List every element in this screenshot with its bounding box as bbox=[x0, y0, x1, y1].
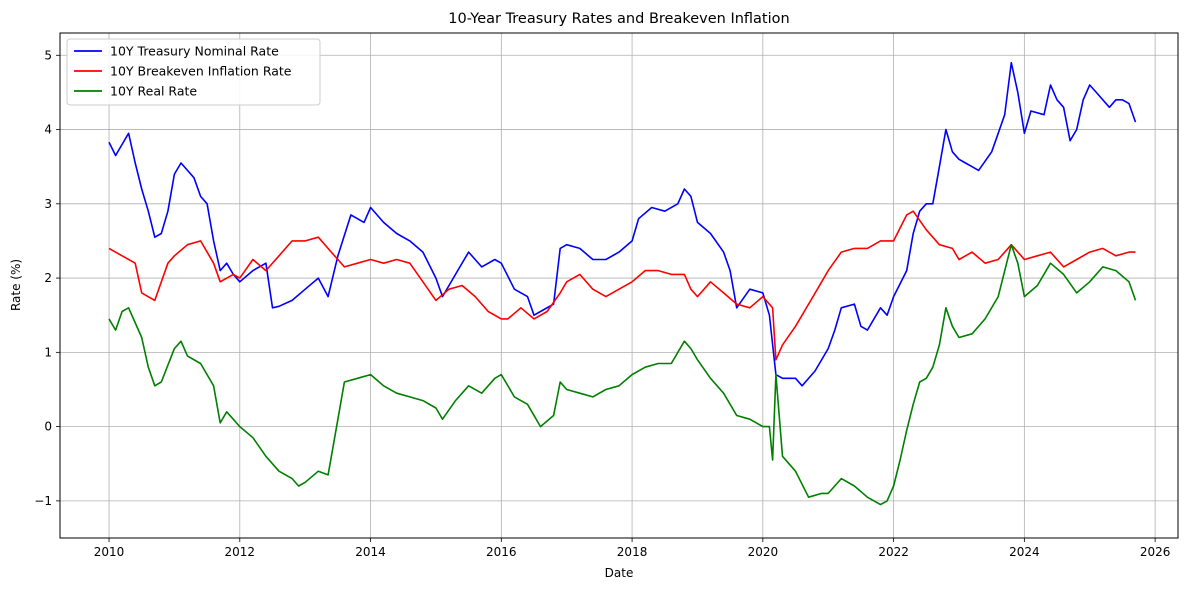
x-tick-label: 2026 bbox=[1140, 545, 1171, 559]
series-line-2 bbox=[108, 243, 1137, 506]
x-tick-label: 2010 bbox=[94, 545, 125, 559]
legend-label-0: 10Y Treasury Nominal Rate bbox=[110, 44, 279, 59]
x-tick-label: 2024 bbox=[1009, 545, 1040, 559]
legend: 10Y Treasury Nominal Rate 10Y Breakeven I… bbox=[66, 38, 321, 106]
series-line-0 bbox=[108, 61, 1137, 387]
y-tick-label: 3 bbox=[44, 197, 52, 211]
legend-label-1: 10Y Breakeven Inflation Rate bbox=[110, 64, 292, 79]
y-axis-title: Rate (%) bbox=[9, 259, 23, 311]
x-tick-label: 2012 bbox=[225, 545, 256, 559]
plot-frame bbox=[59, 32, 1179, 539]
x-axis-title: Date bbox=[605, 566, 634, 580]
legend-box bbox=[66, 38, 321, 106]
x-axis-ticks: 2010 2012 2014 2016 2018 2020 2022 2024 2026 bbox=[94, 538, 1171, 559]
x-tick-label: 2016 bbox=[486, 545, 517, 559]
chart-title: 10-Year Treasury Rates and Breakeven Inf… bbox=[448, 11, 789, 27]
x-tick-label: 2014 bbox=[355, 545, 386, 559]
y-axis-ticks: −1 0 1 2 3 4 5 bbox=[34, 48, 60, 508]
y-tick-label: 0 bbox=[44, 420, 52, 434]
grid-lines bbox=[60, 33, 1178, 538]
series-line-1 bbox=[108, 210, 1136, 361]
x-tick-label: 2020 bbox=[748, 545, 779, 559]
y-tick-label: 2 bbox=[44, 271, 52, 285]
y-tick-label: 4 bbox=[44, 123, 52, 137]
y-tick-label: 5 bbox=[44, 48, 52, 62]
legend-label-2: 10Y Real Rate bbox=[110, 84, 197, 99]
y-tick-label: −1 bbox=[34, 494, 52, 508]
x-tick-label: 2022 bbox=[878, 545, 909, 559]
series-layer bbox=[108, 61, 1137, 506]
y-tick-label: 1 bbox=[44, 345, 52, 359]
x-tick-label: 2018 bbox=[617, 545, 648, 559]
